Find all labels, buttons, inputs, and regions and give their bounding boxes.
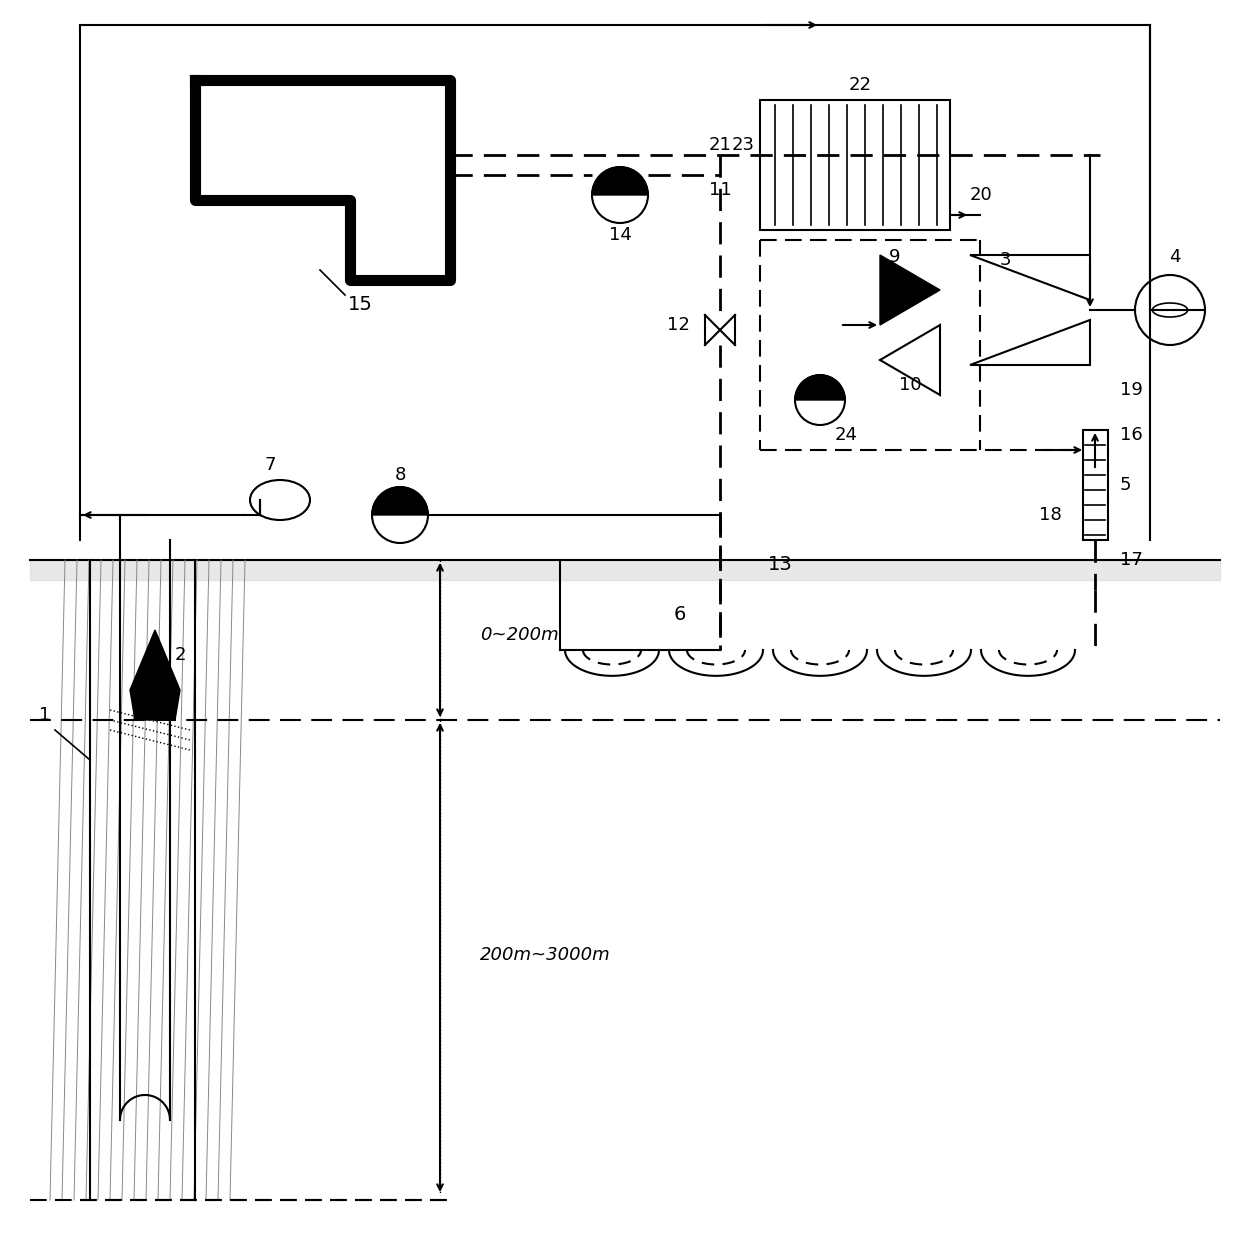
Text: 15: 15 <box>347 295 372 314</box>
Text: 2: 2 <box>175 645 186 664</box>
Polygon shape <box>880 255 940 325</box>
Text: 21: 21 <box>708 136 732 155</box>
Polygon shape <box>970 255 1090 300</box>
Text: 20: 20 <box>970 186 993 204</box>
Polygon shape <box>970 320 1090 365</box>
Text: 6: 6 <box>673 606 686 624</box>
Polygon shape <box>795 375 844 400</box>
Text: 4: 4 <box>1169 248 1180 265</box>
Text: 18: 18 <box>1039 506 1061 525</box>
Text: 9: 9 <box>889 248 900 265</box>
Text: 16: 16 <box>1120 426 1143 444</box>
Polygon shape <box>130 630 180 720</box>
Text: 17: 17 <box>1120 551 1143 569</box>
Text: 14: 14 <box>609 226 631 244</box>
Bar <box>760 100 950 231</box>
Text: 8: 8 <box>394 466 405 483</box>
Text: 13: 13 <box>768 554 792 574</box>
Polygon shape <box>372 487 428 515</box>
Text: 11: 11 <box>708 181 732 199</box>
Text: 0~200m: 0~200m <box>480 625 559 644</box>
Text: 3: 3 <box>999 250 1011 269</box>
Text: 12: 12 <box>667 316 689 334</box>
Text: 7: 7 <box>264 456 275 473</box>
Text: 22: 22 <box>848 76 872 93</box>
Text: 24: 24 <box>835 426 858 444</box>
Text: 10: 10 <box>899 376 921 394</box>
Text: 23: 23 <box>732 136 755 155</box>
Bar <box>1083 430 1109 540</box>
Text: 1: 1 <box>40 706 51 724</box>
Polygon shape <box>591 167 649 196</box>
Text: 5: 5 <box>1120 476 1131 493</box>
Text: 19: 19 <box>1120 381 1143 399</box>
Polygon shape <box>880 325 940 395</box>
Text: 200m~3000m: 200m~3000m <box>480 946 610 964</box>
